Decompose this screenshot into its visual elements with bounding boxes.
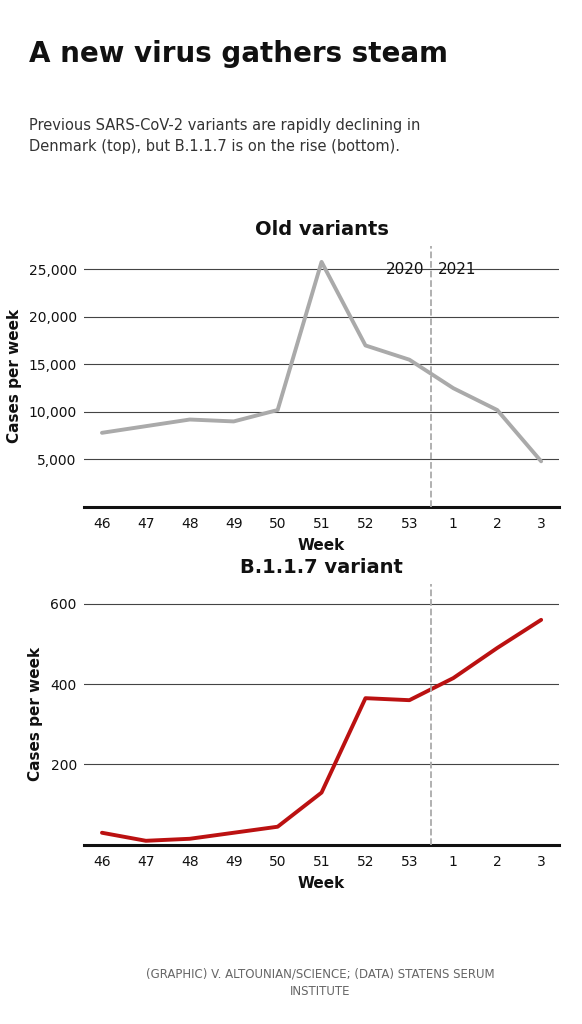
Y-axis label: Cases per week: Cases per week [29, 647, 44, 781]
Text: 2020: 2020 [386, 262, 425, 278]
X-axis label: Week: Week [298, 877, 345, 891]
Title: B.1.1.7 variant: B.1.1.7 variant [240, 558, 403, 577]
Y-axis label: Cases per week: Cases per week [6, 309, 22, 443]
Text: 2021: 2021 [438, 262, 477, 278]
Text: (GRAPHIC) V. ALTOUNIAN/SCIENCE; (DATA) STATENS SERUM
INSTITUTE: (GRAPHIC) V. ALTOUNIAN/SCIENCE; (DATA) S… [146, 968, 495, 998]
X-axis label: Week: Week [298, 539, 345, 553]
Text: A new virus gathers steam: A new virus gathers steam [29, 41, 448, 69]
Title: Old variants: Old variants [254, 220, 389, 239]
Text: Previous SARS-CoV-2 variants are rapidly declining in
Denmark (top), but B.1.1.7: Previous SARS-CoV-2 variants are rapidly… [29, 118, 420, 155]
